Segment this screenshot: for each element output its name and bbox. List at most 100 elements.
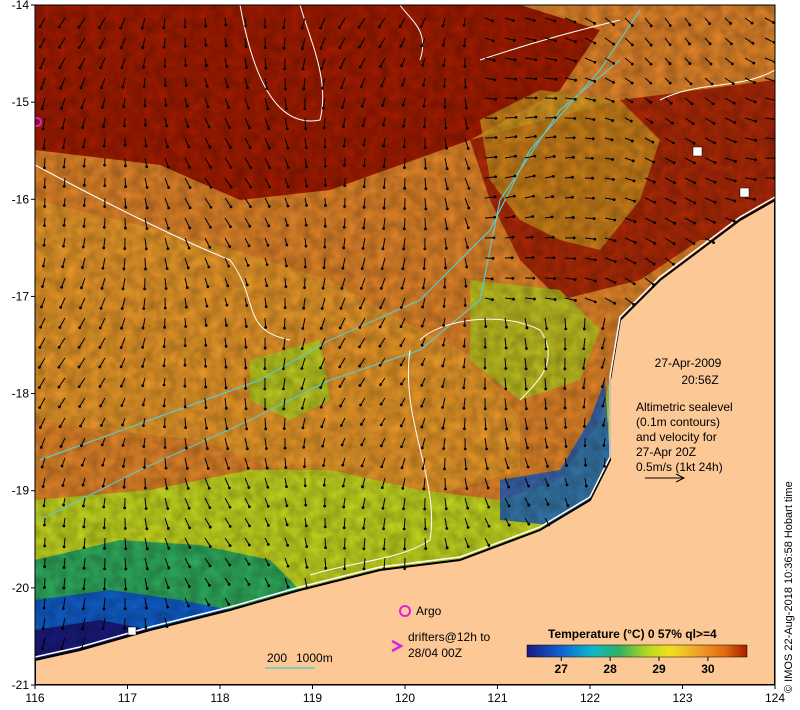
velocity-arrow: [602, 317, 606, 329]
velocity-arrow: [464, 457, 467, 469]
velocity-arrow: [504, 297, 514, 300]
velocity-arrow: [383, 157, 386, 167]
velocity-arrow-head: [122, 267, 126, 271]
velocity-arrow-head: [284, 107, 288, 111]
velocity-arrow: [524, 397, 527, 409]
velocity-arrow: [544, 437, 548, 448]
velocity-arrow: [343, 217, 346, 228]
velocity-arrow-head: [358, 325, 362, 329]
velocity-arrow-head: [122, 485, 126, 489]
velocity-arrow: [664, 237, 675, 245]
velocity-arrow: [444, 117, 447, 128]
velocity-arrow-head: [300, 26, 304, 30]
velocity-arrow-head: [379, 286, 383, 290]
velocity-arrow-head: [483, 387, 487, 390]
velocity-arrow: [123, 257, 126, 269]
velocity-arrow: [504, 116, 517, 119]
velocity-arrow-head: [513, 58, 517, 62]
velocity-arrow-head: [593, 98, 596, 102]
velocity-arrow-head: [362, 226, 366, 230]
velocity-arrow-head: [633, 220, 637, 223]
velocity-arrow: [403, 157, 406, 168]
velocity-arrow-head: [188, 545, 192, 549]
velocity-arrow: [341, 77, 346, 88]
velocity-arrow: [302, 57, 306, 69]
velocity-arrow-head: [593, 60, 597, 64]
velocity-arrow: [264, 157, 271, 168]
velocity-arrow-head: [100, 86, 103, 89]
velocity-arrow: [544, 155, 555, 159]
velocity-arrow: [284, 277, 287, 287]
velocity-arrow-head: [321, 106, 325, 110]
velocity-arrow-head: [80, 646, 84, 650]
velocity-arrow: [544, 377, 547, 389]
velocity-arrow-head: [185, 446, 188, 450]
velocity-arrow: [204, 397, 207, 408]
velocity-arrow: [524, 377, 527, 389]
velocity-arrow-head: [651, 140, 655, 144]
velocity-arrow: [224, 237, 231, 247]
velocity-arrow: [524, 437, 529, 448]
velocity-arrow-head: [553, 19, 557, 23]
velocity-arrow-head: [343, 184, 347, 188]
velocity-arrow-head: [124, 164, 127, 168]
velocity-arrow-head: [143, 486, 147, 490]
velocity-arrow-head: [633, 199, 636, 203]
velocity-arrow: [81, 637, 86, 649]
velocity-arrow: [164, 137, 169, 147]
velocity-arrow-head: [573, 97, 577, 101]
velocity-arrow-head: [286, 204, 290, 208]
velocity-arrow: [224, 517, 231, 527]
velocity-arrow-head: [465, 126, 469, 130]
velocity-arrow: [103, 517, 106, 528]
velocity-arrow-head: [244, 45, 248, 49]
velocity-arrow: [664, 137, 674, 144]
velocity-arrow-head: [300, 406, 304, 410]
velocity-arrow-head: [572, 236, 576, 240]
velocity-arrow-head: [142, 445, 146, 448]
velocity-arrow: [604, 77, 614, 83]
velocity-arrow-head: [399, 44, 403, 48]
velocity-arrow-head: [673, 221, 677, 225]
velocity-arrow: [380, 297, 386, 308]
velocity-arrow-head: [284, 87, 287, 91]
velocity-arrow-head: [613, 260, 617, 264]
velocity-arrow-head: [613, 218, 617, 222]
velocity-arrow-head: [486, 486, 490, 490]
velocity-arrow: [504, 337, 507, 349]
velocity-arrow: [120, 17, 126, 29]
velocity-arrow-head: [321, 286, 325, 290]
velocity-arrow-head: [362, 185, 366, 188]
velocity-arrow-head: [688, 23, 692, 27]
velocity-arrow-head: [208, 583, 211, 587]
velocity-arrow: [144, 217, 148, 229]
velocity-arrow-head: [162, 345, 166, 348]
velocity-arrow-head: [546, 464, 549, 468]
velocity-arrow: [244, 397, 247, 409]
velocity-arrow-head: [101, 463, 105, 467]
velocity-arrow: [764, 37, 775, 43]
velocity-arrow: [604, 237, 616, 242]
velocity-arrow-head: [551, 174, 555, 178]
velocity-arrow: [164, 517, 169, 529]
velocity-arrow: [164, 157, 169, 168]
velocity-arrow-head: [79, 86, 83, 90]
velocity-arrow: [164, 597, 169, 608]
velocity-arrow: [604, 177, 614, 180]
velocity-arrow-head: [145, 587, 149, 590]
velocity-arrow: [403, 237, 406, 249]
velocity-arrow: [601, 377, 606, 387]
velocity-arrow-head: [163, 65, 167, 68]
velocity-arrow-head: [38, 366, 41, 369]
velocity-arrow: [443, 437, 446, 449]
velocity-arrow: [204, 157, 212, 168]
velocity-arrow: [304, 557, 308, 568]
velocity-arrow: [264, 317, 267, 328]
velocity-arrow-head: [166, 165, 170, 169]
velocity-arrow-head: [359, 306, 362, 310]
velocity-arrow-head: [247, 505, 251, 509]
velocity-arrow: [80, 437, 86, 446]
velocity-arrow-head: [729, 22, 732, 25]
velocity-arrow: [304, 137, 307, 148]
velocity-arrow: [421, 317, 426, 327]
